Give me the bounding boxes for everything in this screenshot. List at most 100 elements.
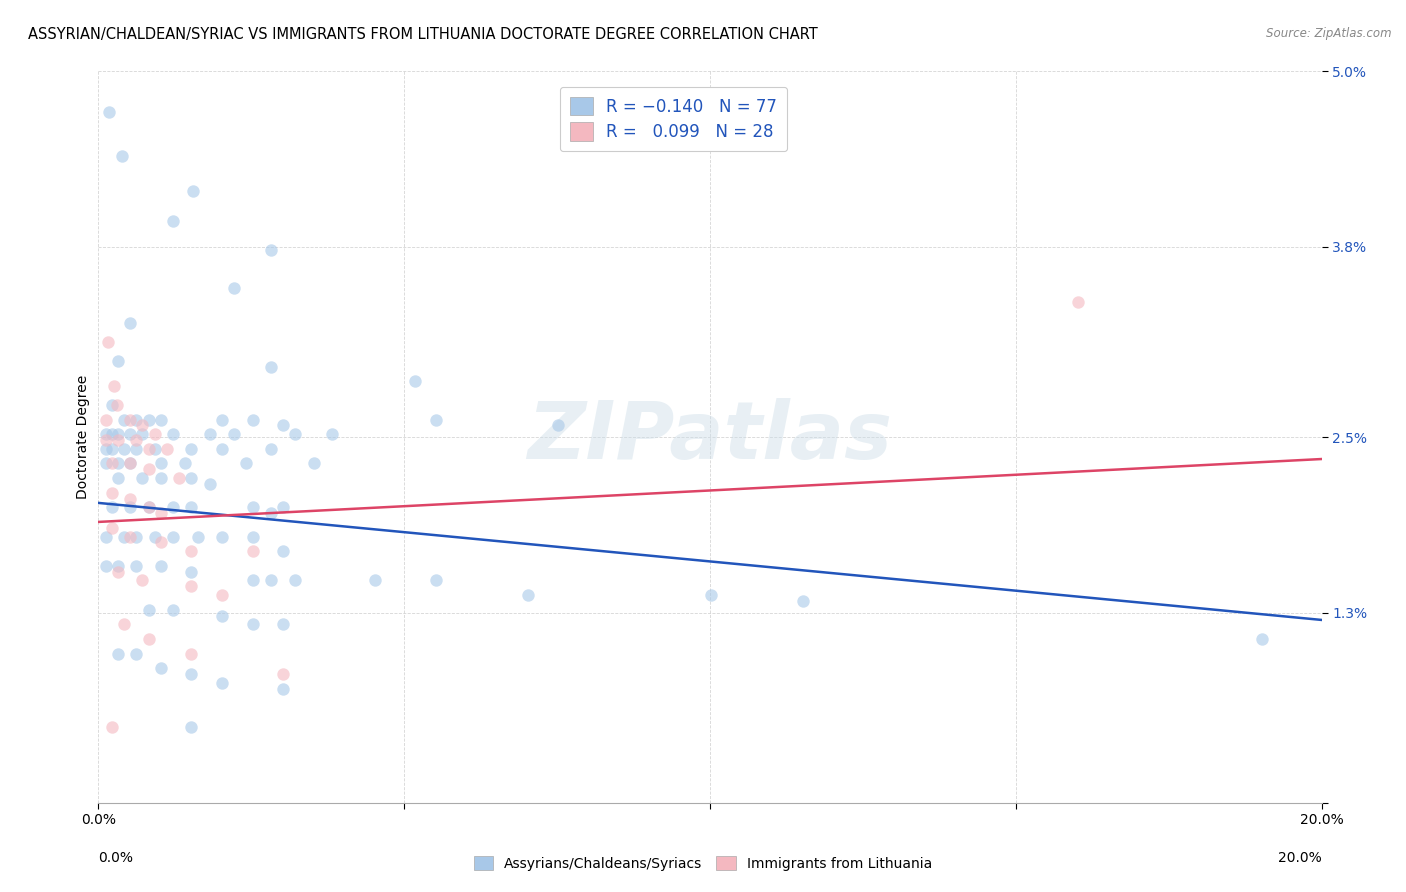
Point: [156, 442, 179, 456]
Point: [260, 506, 283, 520]
Point: [162, 427, 184, 442]
Point: [120, 412, 142, 426]
Point: [138, 500, 160, 515]
Text: Source: ZipAtlas.com: Source: ZipAtlas.com: [1267, 27, 1392, 40]
Point: [364, 574, 387, 588]
Point: [242, 617, 264, 632]
Point: [180, 544, 202, 558]
Point: [94, 457, 117, 471]
Point: [107, 558, 129, 573]
Point: [120, 500, 142, 515]
Point: [516, 588, 538, 602]
Point: [112, 617, 135, 632]
Point: [131, 418, 153, 433]
Point: [138, 603, 160, 617]
Point: [271, 544, 294, 558]
Y-axis label: Doctorate Degree: Doctorate Degree: [76, 375, 90, 500]
Point: [224, 427, 246, 442]
Legend: Assyrians/Chaldeans/Syriacs, Immigrants from Lithuania: Assyrians/Chaldeans/Syriacs, Immigrants …: [468, 850, 938, 876]
Point: [211, 442, 233, 456]
Text: ASSYRIAN/CHALDEAN/SYRIAC VS IMMIGRANTS FROM LITHUANIA DOCTORATE DEGREE CORRELATI: ASSYRIAN/CHALDEAN/SYRIAC VS IMMIGRANTS F…: [28, 27, 818, 42]
Point: [149, 661, 172, 675]
Point: [235, 457, 257, 471]
Point: [94, 412, 117, 426]
Point: [242, 412, 264, 426]
Point: [94, 558, 117, 573]
Point: [112, 442, 135, 456]
Point: [94, 433, 117, 447]
Point: [149, 535, 172, 549]
Point: [149, 506, 172, 520]
Point: [125, 647, 148, 661]
Point: [120, 491, 142, 506]
Point: [425, 574, 447, 588]
Point: [271, 681, 294, 696]
Point: [131, 427, 153, 442]
Point: [792, 594, 814, 608]
Point: [107, 427, 129, 442]
Point: [181, 184, 204, 198]
Point: [98, 105, 121, 120]
Point: [125, 442, 148, 456]
Point: [242, 500, 264, 515]
Point: [97, 334, 120, 349]
Point: [211, 588, 233, 602]
Point: [162, 603, 184, 617]
Point: [138, 462, 160, 476]
Point: [131, 574, 153, 588]
Point: [404, 375, 426, 389]
Point: [94, 427, 117, 442]
Point: [180, 720, 202, 734]
Point: [101, 427, 124, 442]
Point: [162, 530, 184, 544]
Point: [143, 427, 166, 442]
Point: [284, 574, 307, 588]
Point: [547, 418, 569, 433]
Point: [120, 427, 142, 442]
Point: [94, 530, 117, 544]
Point: [107, 565, 129, 579]
Point: [302, 457, 325, 471]
Point: [149, 412, 172, 426]
Point: [180, 442, 202, 456]
Point: [120, 457, 142, 471]
Text: 20.0%: 20.0%: [1278, 851, 1322, 865]
Point: [107, 433, 129, 447]
Point: [242, 544, 264, 558]
Point: [125, 433, 148, 447]
Point: [198, 476, 221, 491]
Point: [107, 457, 129, 471]
Point: [111, 149, 134, 163]
Point: [101, 720, 124, 734]
Point: [162, 500, 184, 515]
Point: [125, 530, 148, 544]
Point: [149, 457, 172, 471]
Point: [120, 457, 142, 471]
Point: [180, 565, 202, 579]
Point: [120, 316, 142, 330]
Point: [180, 667, 202, 681]
Point: [284, 427, 307, 442]
Point: [101, 485, 124, 500]
Point: [242, 574, 264, 588]
Point: [138, 632, 160, 646]
Point: [107, 354, 129, 368]
Point: [271, 418, 294, 433]
Point: [260, 243, 283, 257]
Point: [143, 530, 166, 544]
Point: [271, 667, 294, 681]
Point: [260, 359, 283, 374]
Legend: R = −0.140   N = 77, R =   0.099   N = 28: R = −0.140 N = 77, R = 0.099 N = 28: [560, 87, 787, 151]
Point: [131, 471, 153, 485]
Point: [271, 500, 294, 515]
Point: [321, 427, 343, 442]
Point: [211, 412, 233, 426]
Point: [700, 588, 723, 602]
Point: [101, 442, 124, 456]
Point: [260, 574, 283, 588]
Point: [107, 647, 129, 661]
Point: [107, 471, 129, 485]
Point: [1067, 295, 1090, 310]
Point: [105, 398, 128, 412]
Point: [162, 213, 184, 227]
